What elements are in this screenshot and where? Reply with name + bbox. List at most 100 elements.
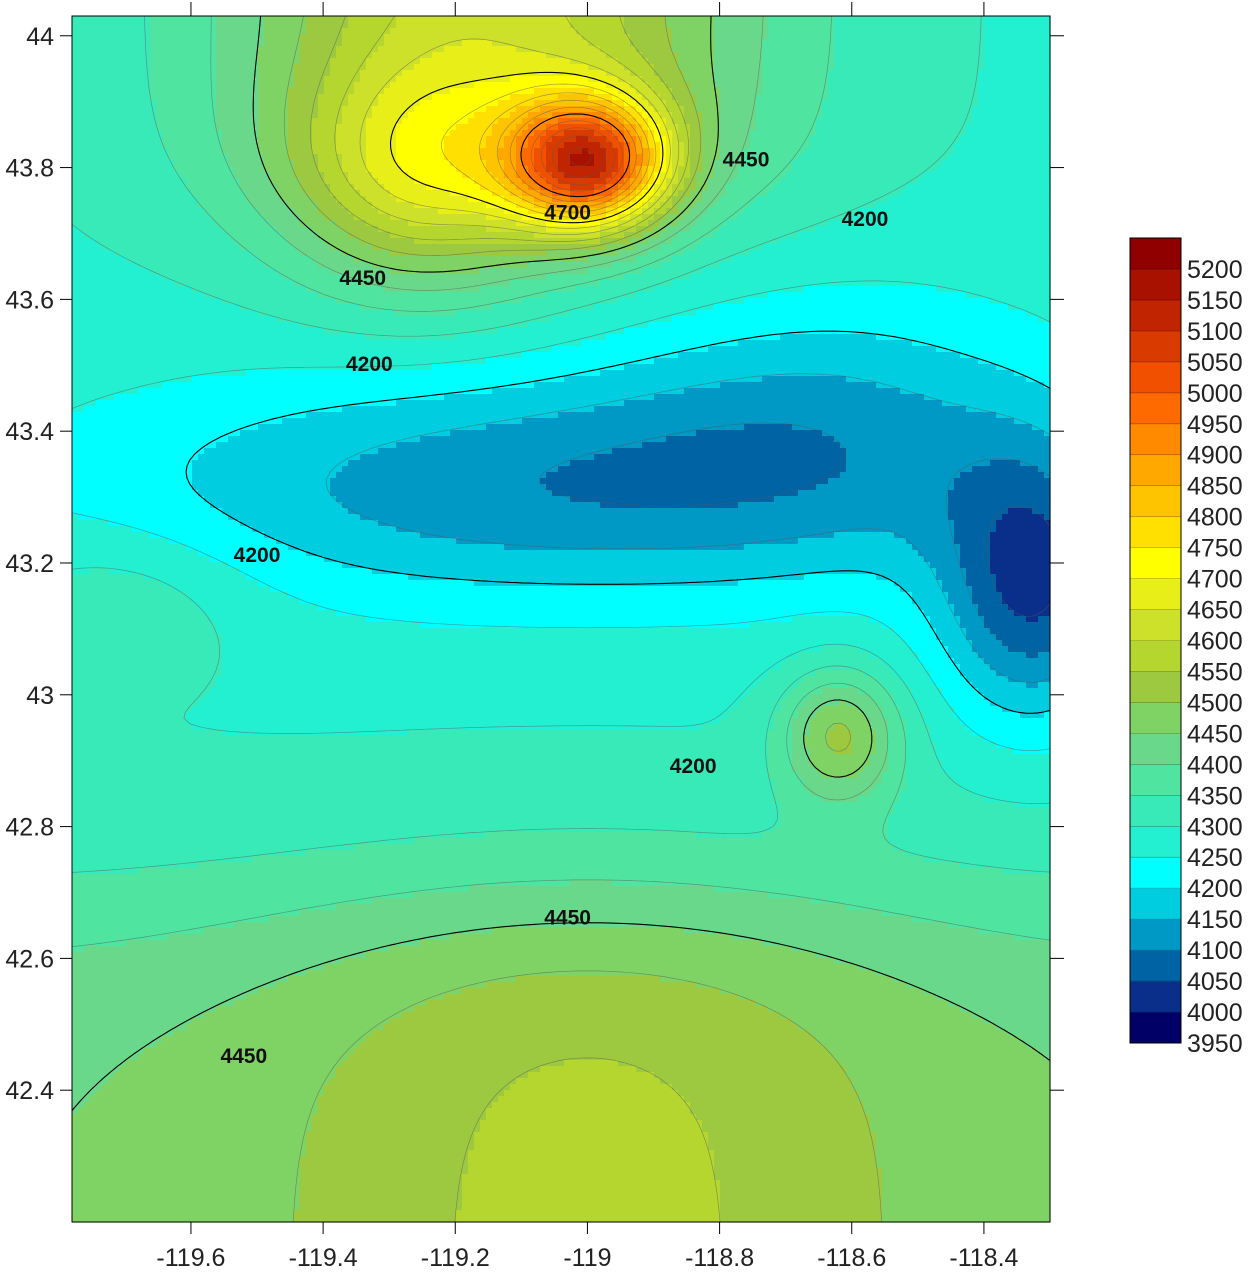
field-cell (606, 334, 781, 341)
field-cell (882, 1210, 1051, 1217)
field-cell (756, 1000, 949, 1007)
field-cell (750, 688, 793, 695)
field-cell (300, 322, 529, 329)
colorbar-label: 4200 (1187, 875, 1243, 903)
field-cell (240, 184, 277, 191)
field-cell (1038, 682, 1051, 689)
field-cell (720, 226, 817, 233)
field-cell (270, 178, 301, 185)
field-cell (600, 502, 739, 509)
field-cell (906, 784, 961, 791)
field-cell (648, 160, 655, 167)
field-cell (72, 280, 175, 287)
field-cell (942, 640, 973, 647)
field-cell (792, 166, 937, 173)
field-cell (1044, 712, 1051, 719)
field-cell (366, 334, 457, 341)
field-cell (894, 976, 1051, 983)
field-cell (174, 1030, 373, 1037)
field-cell (714, 1174, 883, 1181)
field-cell (816, 130, 967, 137)
field-cell (978, 70, 1051, 77)
field-cell (396, 130, 451, 137)
field-cell (738, 340, 913, 347)
field-cell (72, 400, 97, 407)
field-cell (720, 1186, 883, 1193)
field-cell (390, 946, 793, 953)
field-cell (870, 760, 889, 767)
field-cell (642, 202, 649, 209)
field-cell (624, 172, 631, 179)
colorbar-swatch (1130, 516, 1181, 549)
field-cell (342, 106, 373, 113)
field-cell (768, 1006, 961, 1013)
field-cell (72, 1054, 139, 1061)
field-cell (546, 166, 559, 173)
field-cell (648, 238, 673, 245)
field-cell (972, 640, 1003, 647)
field-cell (696, 1114, 871, 1121)
field-cell (630, 112, 643, 119)
field-cell (702, 214, 739, 221)
field-cell (966, 292, 1051, 299)
field-cell (72, 790, 775, 797)
field-cell (432, 52, 547, 59)
field-cell (696, 982, 907, 989)
field-cell (150, 94, 217, 101)
field-cell (138, 1054, 349, 1061)
contour-lines (71, 15, 1051, 1223)
field-cell (462, 1186, 721, 1193)
field-cell (174, 160, 229, 167)
colorbar-label: 4050 (1187, 968, 1243, 996)
field-cell (288, 544, 505, 551)
field-cell (72, 196, 199, 203)
field-cell (150, 268, 277, 275)
field-cell (948, 496, 1051, 503)
field-cell (816, 1036, 1021, 1043)
field-cell (162, 130, 223, 137)
field-cell (810, 898, 1051, 905)
field-cell (162, 382, 535, 389)
field-cell (822, 112, 973, 119)
field-cell (834, 436, 1051, 443)
field-cell (918, 706, 955, 713)
field-cell (72, 562, 229, 569)
field-cell (372, 1030, 811, 1037)
field-cell (948, 514, 1003, 521)
field-cell (1008, 604, 1051, 611)
field-cell (660, 232, 679, 239)
field-cell (696, 430, 823, 437)
field-cell (702, 118, 721, 125)
field-cell (144, 1048, 355, 1055)
colorbar-swatch (1130, 330, 1181, 363)
field-cell (642, 184, 649, 191)
field-cell (72, 532, 151, 539)
field-cell (654, 130, 661, 137)
field-cell (216, 52, 259, 59)
field-cell (276, 190, 307, 197)
field-cell (372, 898, 811, 905)
field-cell (1008, 676, 1051, 683)
field-cell (162, 274, 283, 281)
contour-line-4050 (987, 505, 1051, 617)
field-cell (996, 364, 1051, 371)
field-cell (444, 148, 481, 155)
field-cell (510, 76, 589, 83)
field-cell (330, 478, 541, 485)
field-cell (822, 646, 859, 653)
y-tick-label: 42.4 (5, 1077, 54, 1105)
field-cell (684, 196, 703, 203)
field-cell (630, 34, 673, 41)
field-cell (366, 166, 403, 173)
field-cell (294, 160, 319, 167)
field-cell (264, 40, 301, 47)
field-cell (882, 772, 907, 779)
field-cell (978, 358, 1051, 365)
field-cell (876, 736, 889, 743)
field-cell (960, 544, 991, 551)
field-cell (810, 136, 961, 143)
field-cell (126, 256, 259, 263)
field-cell (336, 148, 367, 155)
field-cell (396, 400, 625, 407)
field-cell (966, 628, 991, 635)
